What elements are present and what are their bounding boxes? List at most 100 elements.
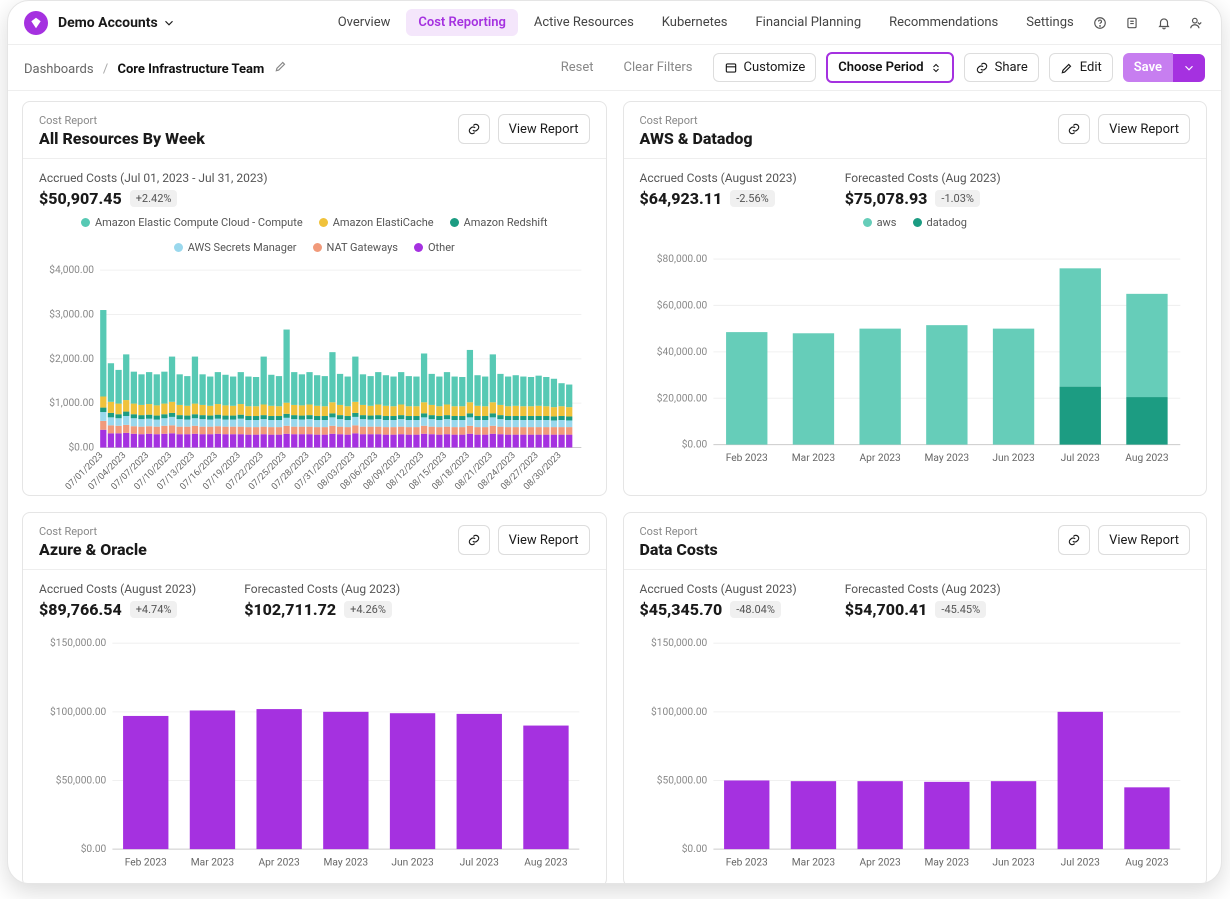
metric-delta: -1.03% [935,190,980,207]
svg-text:Jun 2023: Jun 2023 [992,857,1035,868]
metric-delta: -45.45% [935,601,986,618]
card-data-costs: Cost Report Data Costs View Report Accru… [623,512,1208,884]
svg-text:Aug 2023: Aug 2023 [524,857,568,868]
card-metrics: Accrued Costs (August 2023) $89,766.54 +… [23,570,606,623]
clear-filters-button[interactable]: Clear Filters [614,54,703,81]
chart: $0.00$1,000.00$2,000.00$3,000.00$4,000.0… [39,262,590,495]
metric-label: Forecasted Costs (Aug 2023) [845,582,1001,596]
user-menu[interactable] [1187,14,1205,32]
svg-text:Mar 2023: Mar 2023 [191,857,235,868]
chart-legend: aws datadog [624,212,1207,229]
edit-button[interactable]: Edit [1049,53,1113,82]
nav-item-active-resources[interactable]: Active Resources [522,9,646,36]
metric-value: $64,923.11 [640,189,723,208]
reset-button[interactable]: Reset [551,54,604,81]
card-aws-datadog: Cost Report AWS & Datadog View Report Ac… [623,101,1208,496]
view-report-button[interactable]: View Report [1098,525,1190,555]
link-icon [467,533,481,547]
legend-item: Amazon Elastic Compute Cloud - Compute [81,216,303,229]
card-overline: Cost Report [640,525,718,538]
nav-items: OverviewCost ReportingActive ResourcesKu… [326,9,1086,36]
nav-item-settings[interactable]: Settings [1014,9,1085,36]
svg-text:$3,000.00: $3,000.00 [49,308,94,321]
metric-label: Accrued Costs (August 2023) [39,582,196,596]
metric-delta: -48.04% [730,601,781,618]
legend-item: NAT Gateways [313,241,398,254]
svg-text:Jun 2023: Jun 2023 [391,857,434,868]
docs-icon[interactable] [1123,14,1141,32]
svg-text:Mar 2023: Mar 2023 [791,857,835,868]
chart: $0.00$50,000.00$100,000.00$150,000.00Feb… [39,631,590,880]
toolbar: Dashboards / Core Infrastructure Team Re… [8,45,1221,91]
svg-text:May 2023: May 2023 [324,857,369,868]
copy-link-button[interactable] [1058,114,1090,144]
svg-text:$150,000.00: $150,000.00 [651,636,707,649]
card-overline: Cost Report [39,525,147,538]
svg-text:Jul 2023: Jul 2023 [460,857,499,868]
legend-item: aws [863,216,897,229]
copy-link-button[interactable] [458,114,490,144]
svg-text:$0.00: $0.00 [68,441,94,454]
pencil-icon [1060,61,1074,75]
choose-period-button[interactable]: Choose Period [826,52,953,83]
save-button[interactable]: Save [1123,53,1173,82]
metric-value: $50,907.45 [39,189,122,208]
brand-label: Demo Accounts [58,15,158,31]
metric-label: Forecasted Costs (Aug 2023) [244,582,400,596]
svg-text:$80,000.00: $80,000.00 [656,252,707,265]
account-switcher[interactable]: Demo Accounts [58,15,176,31]
svg-text:Apr 2023: Apr 2023 [259,857,301,868]
legend-item: datadog [913,216,967,229]
link-icon [975,61,989,75]
legend-item: AWS Secrets Manager [174,241,297,254]
card-azure-oracle: Cost Report Azure & Oracle View Report A… [22,512,607,884]
nav-item-overview[interactable]: Overview [326,9,403,36]
nav-item-kubernetes[interactable]: Kubernetes [650,9,740,36]
rename-icon[interactable] [274,62,288,77]
share-button[interactable]: Share [964,53,1039,82]
layout-icon [724,61,738,75]
brand-logo[interactable] [24,11,48,35]
card-title: All Resources By Week [39,129,205,148]
nav-item-financial-planning[interactable]: Financial Planning [744,9,874,36]
view-report-button[interactable]: View Report [1098,114,1190,144]
svg-text:Apr 2023: Apr 2023 [859,453,901,464]
card-title: Azure & Oracle [39,540,147,559]
save-dropdown-button[interactable] [1173,54,1205,82]
link-icon [1067,533,1081,547]
view-report-button[interactable]: View Report [498,525,590,555]
svg-text:May 2023: May 2023 [924,857,969,868]
svg-text:Mar 2023: Mar 2023 [791,453,835,464]
breadcrumb: Dashboards / Core Infrastructure Team [24,59,288,77]
svg-text:Jun 2023: Jun 2023 [992,453,1035,464]
svg-text:$60,000.00: $60,000.00 [656,298,707,311]
svg-text:Apr 2023: Apr 2023 [859,857,901,868]
logo-icon [29,16,43,30]
card-title: AWS & Datadog [640,129,753,148]
metric-label: Forecasted Costs (Aug 2023) [845,171,1001,185]
chevron-down-icon [1182,61,1196,75]
nav-item-recommendations[interactable]: Recommendations [877,9,1010,36]
copy-link-button[interactable] [458,525,490,555]
chart-legend: Amazon Elastic Compute Cloud - Compute Am… [23,212,606,254]
breadcrumb-root[interactable]: Dashboards [24,62,94,77]
svg-text:Feb 2023: Feb 2023 [725,857,767,868]
copy-link-button[interactable] [1058,525,1090,555]
svg-text:Jul 2023: Jul 2023 [1060,453,1099,464]
svg-text:$40,000.00: $40,000.00 [656,345,707,358]
customize-button[interactable]: Customize [713,53,817,82]
svg-text:May 2023: May 2023 [924,453,969,464]
svg-text:$150,000.00: $150,000.00 [50,636,106,649]
svg-text:$2,000.00: $2,000.00 [49,352,94,365]
svg-text:$100,000.00: $100,000.00 [651,705,707,718]
svg-text:$0.00: $0.00 [81,842,107,855]
nav-item-cost-reporting[interactable]: Cost Reporting [406,9,517,36]
legend-item: Amazon Redshift [450,216,548,229]
legend-item: Amazon ElastiCache [319,216,434,229]
bell-icon[interactable] [1155,14,1173,32]
metric-label: Accrued Costs (Jul 01, 2023 - Jul 31, 20… [39,171,268,185]
metric-delta: +2.42% [130,190,178,207]
svg-text:$4,000.00: $4,000.00 [49,263,94,276]
help-icon[interactable] [1091,14,1109,32]
view-report-button[interactable]: View Report [498,114,590,144]
